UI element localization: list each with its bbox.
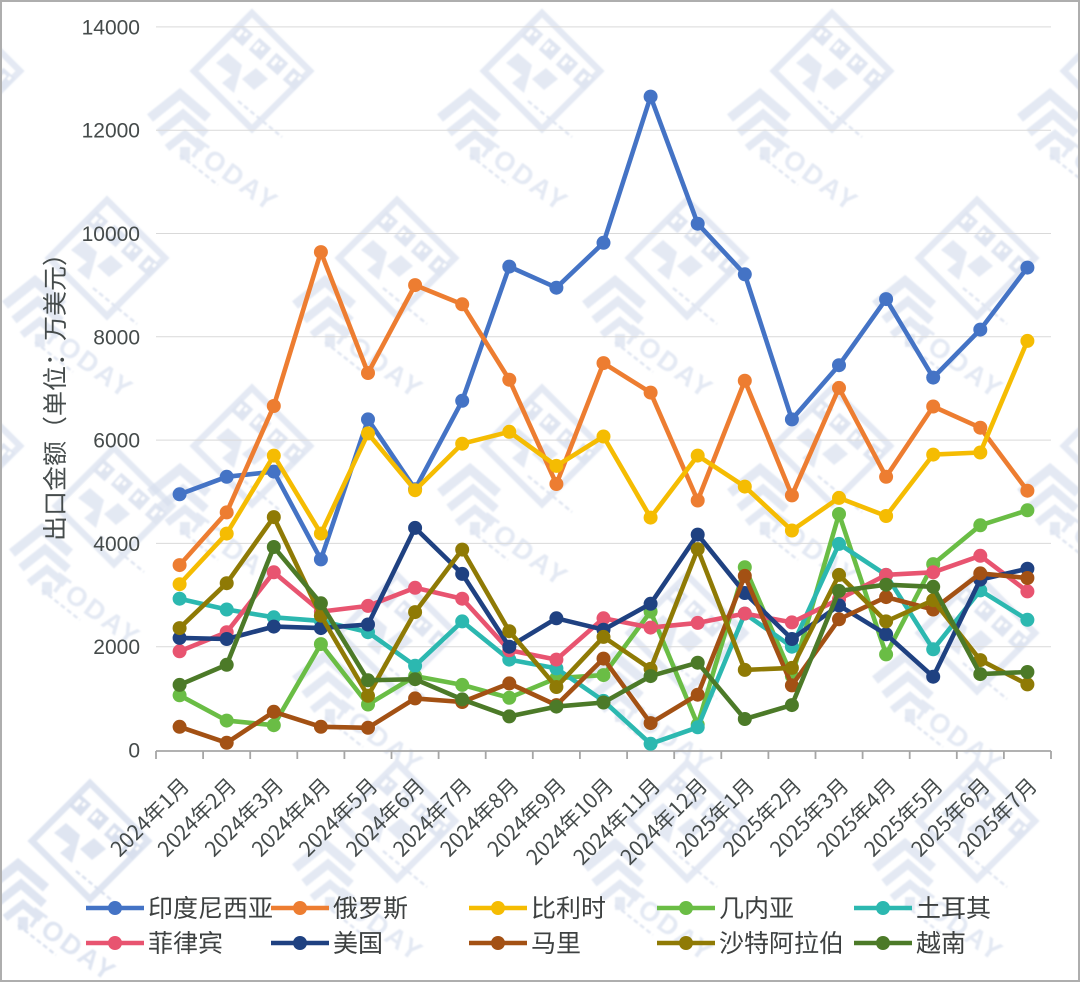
svg-text:10000: 10000 xyxy=(82,223,140,246)
svg-text:14000: 14000 xyxy=(82,16,140,39)
svg-text:4000: 4000 xyxy=(93,533,140,556)
svg-text:6000: 6000 xyxy=(93,430,140,453)
svg-text:8000: 8000 xyxy=(93,326,140,349)
svg-text:0: 0 xyxy=(128,740,140,763)
svg-text:12000: 12000 xyxy=(82,120,140,143)
svg-text:2000: 2000 xyxy=(93,636,140,659)
